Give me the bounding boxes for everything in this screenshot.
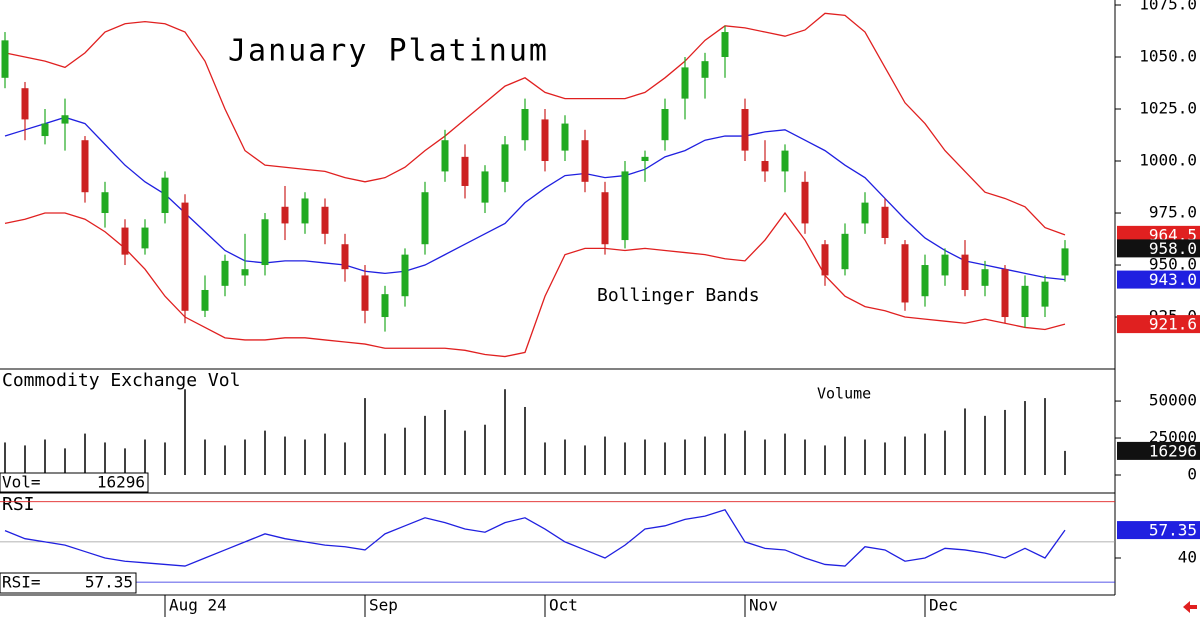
y-tick-label: 1050.0 [1139, 46, 1197, 65]
readout-value: 16296 [97, 473, 145, 492]
candle-body [1021, 285, 1029, 318]
readout-value: 57.35 [85, 573, 133, 592]
readout-box [0, 472, 149, 493]
y-tick-label: 0 [1187, 464, 1197, 483]
candle-body [721, 32, 729, 57]
value-badge-label: 16296 [1149, 441, 1197, 460]
candle-body [881, 206, 889, 238]
candle-body [281, 206, 289, 224]
candle-body [401, 254, 409, 297]
candle-body [1, 40, 9, 78]
candle-body [781, 150, 789, 172]
y-tick-label: 50000 [1149, 391, 1197, 410]
candle-body [921, 265, 929, 297]
candle-body [121, 227, 129, 255]
candle-body [461, 156, 469, 186]
value-badge [1117, 521, 1200, 540]
value-badge-label: 958.0 [1149, 239, 1197, 258]
candle-body [161, 177, 169, 214]
y-tick-label: 1075.0 [1139, 0, 1197, 13]
annotation: Volume [817, 385, 871, 403]
candle-body [61, 115, 69, 124]
candle-body [101, 192, 109, 214]
y-tick-label: 950.0 [1149, 255, 1197, 274]
y-tick-label: 1025.0 [1139, 99, 1197, 118]
annotation: Bollinger Bands [597, 285, 760, 306]
x-tick-label: Sep [369, 596, 398, 615]
candle-body [701, 61, 709, 78]
candle-body [1041, 281, 1049, 307]
x-tick-label: Oct [549, 596, 578, 615]
candle-body [841, 233, 849, 270]
candle-body [861, 202, 869, 224]
value-badge [1117, 441, 1200, 460]
panel-title: RSI [2, 494, 35, 515]
value-badge-label: 921.6 [1149, 315, 1197, 334]
chart-title: January Platinum [228, 34, 549, 69]
candle-body [481, 171, 489, 203]
panel-title: Commodity Exchange Vol [2, 370, 240, 391]
candle-body [521, 109, 529, 141]
candle-body [561, 123, 569, 151]
y-tick-label: 25000 [1149, 428, 1197, 447]
candle-body [41, 123, 49, 137]
candle-body [221, 260, 229, 286]
value-badge [1117, 270, 1200, 289]
candle-body [1061, 248, 1069, 276]
candle-body [681, 67, 689, 99]
candle-body [641, 156, 649, 162]
x-tick-label: Nov [749, 596, 778, 615]
candle-body [441, 140, 449, 172]
candle-body [181, 202, 189, 311]
rsi-line [4, 508, 1066, 567]
y-tick-label: 975.0 [1149, 203, 1197, 222]
candle-body [341, 244, 349, 270]
candle-body [421, 192, 429, 245]
value-badge [1117, 239, 1200, 258]
candle-body [661, 109, 669, 141]
x-tick-label: Dec [929, 596, 958, 615]
candle-body [301, 198, 309, 224]
y-tick-label: 1000.0 [1139, 151, 1197, 170]
value-badge-label: 943.0 [1149, 270, 1197, 289]
candle-body [381, 294, 389, 318]
candle-body [941, 254, 949, 276]
candle-body [321, 206, 329, 234]
candle-body [261, 219, 269, 266]
candle-body [621, 171, 629, 241]
candle-body [821, 244, 829, 276]
candle-body [901, 244, 909, 303]
readout-label: Vol= [2, 473, 41, 492]
candle-body [501, 144, 509, 182]
readout-label: RSI= [2, 573, 41, 592]
candle-body [21, 88, 29, 120]
y-tick-label: 40 [1178, 547, 1197, 566]
candle-body [601, 192, 609, 245]
candle-body [801, 181, 809, 224]
candle-body [81, 140, 89, 193]
candle-body [201, 289, 209, 311]
value-badge [1117, 315, 1200, 334]
candle-body [981, 269, 989, 286]
value-badge-label: 57.35 [1149, 521, 1197, 540]
candle-body [1001, 269, 1009, 318]
candle-body [581, 140, 589, 182]
bollinger-band [4, 12, 1066, 236]
scroll-arrow[interactable] [1183, 601, 1197, 613]
x-tick-label: Aug 24 [169, 596, 227, 615]
candle-body [961, 254, 969, 290]
candle-body [541, 119, 549, 162]
candle-body [741, 109, 749, 151]
bollinger-band [4, 211, 1066, 358]
readout-box [0, 572, 137, 594]
candle-body [361, 275, 369, 311]
candle-body [141, 227, 149, 249]
value-badge [1117, 225, 1200, 244]
candle-body [761, 161, 769, 172]
candle-body [241, 269, 249, 276]
